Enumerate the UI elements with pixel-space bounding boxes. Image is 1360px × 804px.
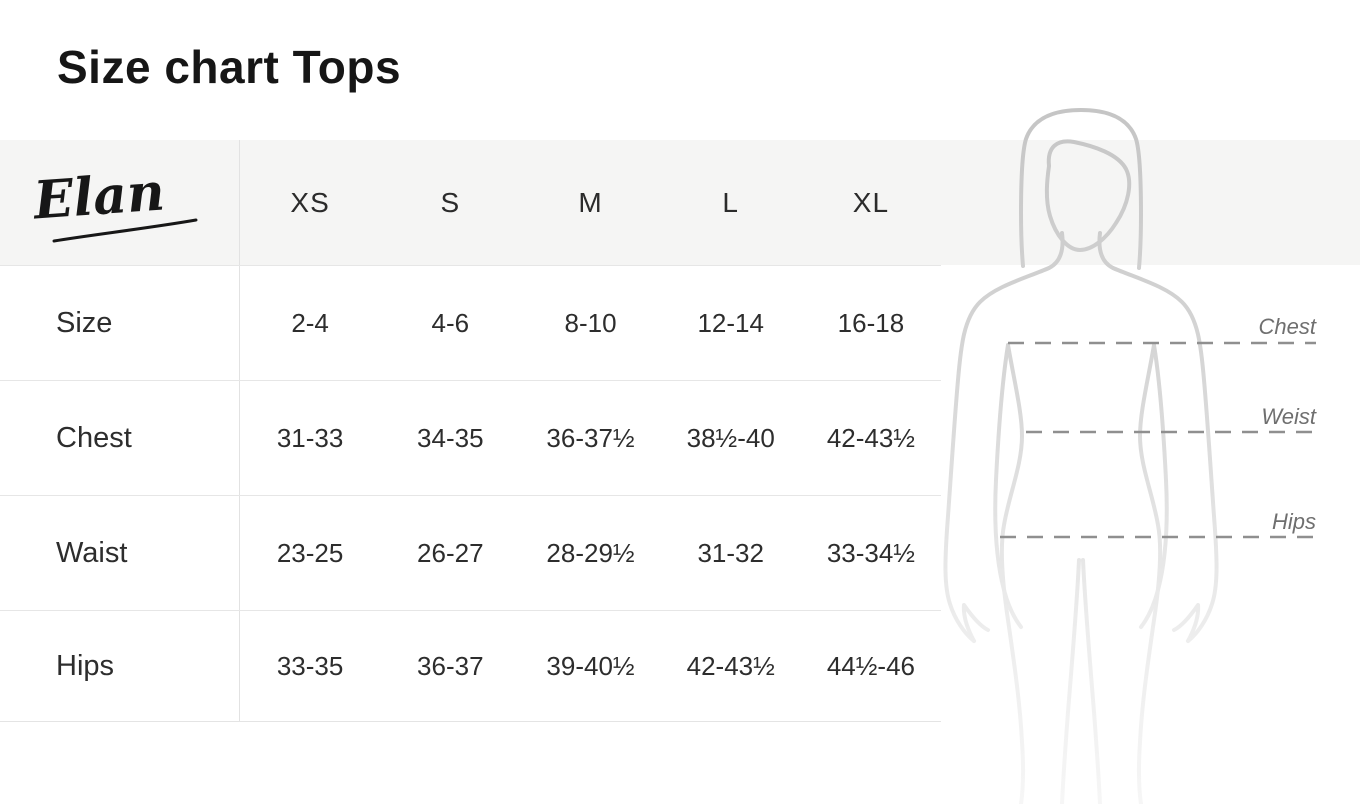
column-header-xs: XS — [290, 186, 330, 218]
face-outline — [1044, 139, 1132, 252]
row-label-size: Size — [0, 266, 240, 380]
right-hand — [1172, 603, 1201, 643]
hips-m: 39-40½ — [546, 650, 635, 681]
waist-xl: 33-34½ — [826, 537, 915, 568]
hips-s: 36-37 — [417, 650, 484, 681]
chest-xs: 31-33 — [276, 422, 344, 453]
left-hand — [961, 603, 990, 643]
female-figure-illustration: Chest Weist Hips — [943, 108, 1317, 804]
size-m: 8-10 — [564, 307, 617, 338]
chest-l: 38½-40 — [686, 422, 775, 453]
column-header-m: M — [578, 186, 603, 218]
right-arm-outer — [1111, 266, 1219, 643]
table-row-size: Size 2-4 4-6 8-10 12-14 16-18 — [0, 265, 941, 380]
hips-xl: 44½-46 — [826, 650, 915, 681]
chest-xl: 42-43½ — [826, 422, 915, 453]
logo-underline — [52, 218, 198, 242]
left-arm-outer — [943, 266, 1051, 643]
row-label-chest: Chest — [0, 381, 240, 495]
hips-xs: 33-35 — [276, 650, 344, 681]
size-chart-table: Elan XS S M L XL Size 2-4 4-6 8-10 12-14… — [0, 140, 941, 722]
chest-s: 34-35 — [417, 422, 484, 453]
page-title: Size chart Tops — [57, 41, 402, 93]
neck-right — [1097, 231, 1115, 270]
neck-left — [1047, 231, 1065, 270]
hips-label: Hips — [1272, 509, 1316, 534]
waist-s: 26-27 — [417, 537, 484, 568]
table-header-band — [0, 140, 1360, 265]
brand-logo-cell: Elan — [0, 140, 240, 265]
torso-left — [999, 343, 1026, 804]
table-row-hips: Hips 33-35 36-37 39-40½ 42-43½ 44½-46 — [0, 610, 941, 722]
brand-logo-text: Elan — [30, 161, 167, 231]
column-header-xl: XL — [852, 186, 890, 218]
waist-l: 31-32 — [697, 537, 764, 568]
size-xl: 16-18 — [837, 307, 905, 338]
chest-m: 36-37½ — [546, 422, 635, 453]
waist-label: Weist — [1261, 404, 1316, 429]
size-xs: 2-4 — [291, 307, 329, 338]
inner-leg-left — [1060, 558, 1081, 804]
left-arm-inner — [993, 343, 1023, 629]
measurement-lines — [1000, 341, 1316, 539]
hips-l: 42-43½ — [686, 650, 775, 681]
right-arm-inner — [1139, 343, 1169, 629]
measurement-labels: Chest Weist Hips — [1259, 314, 1317, 534]
table-header-row: Elan XS S M L XL — [0, 140, 941, 265]
size-l: 12-14 — [697, 307, 764, 338]
brand-logo: Elan — [30, 161, 198, 242]
column-header-s: S — [440, 186, 461, 218]
waist-m: 28-29½ — [546, 537, 635, 568]
hair-outline — [1019, 108, 1143, 270]
row-label-hips: Hips — [0, 611, 240, 721]
table-row-chest: Chest 31-33 34-35 36-37½ 38½-40 42-43½ — [0, 380, 941, 495]
chest-label: Chest — [1259, 314, 1317, 339]
body-silhouette — [943, 108, 1219, 804]
inner-leg-right — [1081, 558, 1102, 804]
torso-right — [1136, 343, 1163, 804]
waist-xs: 23-25 — [276, 537, 344, 568]
column-header-l: L — [722, 186, 739, 218]
size-s: 4-6 — [431, 307, 470, 338]
row-label-waist: Waist — [0, 496, 240, 610]
table-row-waist: Waist 23-25 26-27 28-29½ 31-32 33-34½ — [0, 495, 941, 610]
